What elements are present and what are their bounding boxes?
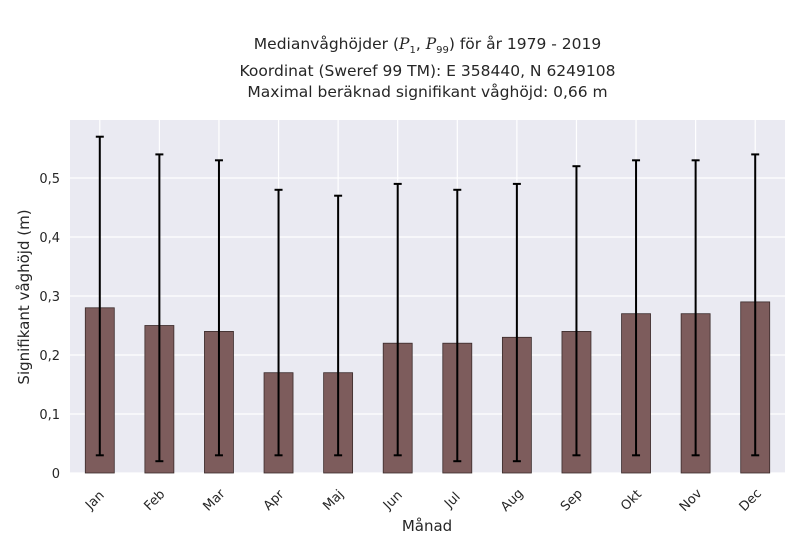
x-tick-label: Maj (320, 487, 347, 514)
x-tick-label: Apr (261, 487, 288, 514)
y-tick-label: 0,1 (39, 408, 60, 423)
x-tick-label: Dec (737, 486, 765, 514)
y-tick-labels: 0 0,1 0,2 0,3 0,4 0,5 (39, 172, 60, 482)
x-tick-label: Jul (441, 490, 463, 512)
x-tick-label: Feb (141, 487, 168, 514)
title-line-3: Maximal beräknad signifikant våghöjd: 0,… (247, 83, 608, 102)
y-axis-label: Signifikant våghöjd (m) (15, 209, 33, 384)
x-tick-label: Sep (558, 487, 586, 515)
y-tick-label: 0,4 (39, 231, 60, 246)
x-tick-labels: Jan Feb Mar Apr Maj Jun Jul Aug Sep Okt Nov Dec (82, 486, 765, 515)
title-line-2: Koordinat (Sweref 99 TM): E 358440, N 62… (239, 62, 616, 81)
x-tick-label: Jan (82, 488, 107, 513)
x-axis-label: Månad (402, 517, 452, 535)
chart-title: Medianvåghöjder (P1, P99) för år 1979 - … (70, 34, 785, 103)
x-tick-label: Mar (201, 486, 229, 514)
x-tick-label: Nov (677, 486, 706, 515)
y-tick-label: 0,2 (39, 349, 60, 364)
y-tick-label: 0,5 (39, 172, 60, 187)
x-tick-label: Jun (380, 488, 406, 514)
error-bars (95, 135, 760, 463)
y-tick-label: 0 (52, 467, 60, 482)
y-tick-label: 0,3 (39, 290, 60, 305)
title-line-1: Medianvåghöjder (P1, P99) för år 1979 - … (253, 35, 602, 57)
x-tick-label: Aug (498, 486, 527, 515)
x-tick-label: Okt (618, 487, 645, 514)
